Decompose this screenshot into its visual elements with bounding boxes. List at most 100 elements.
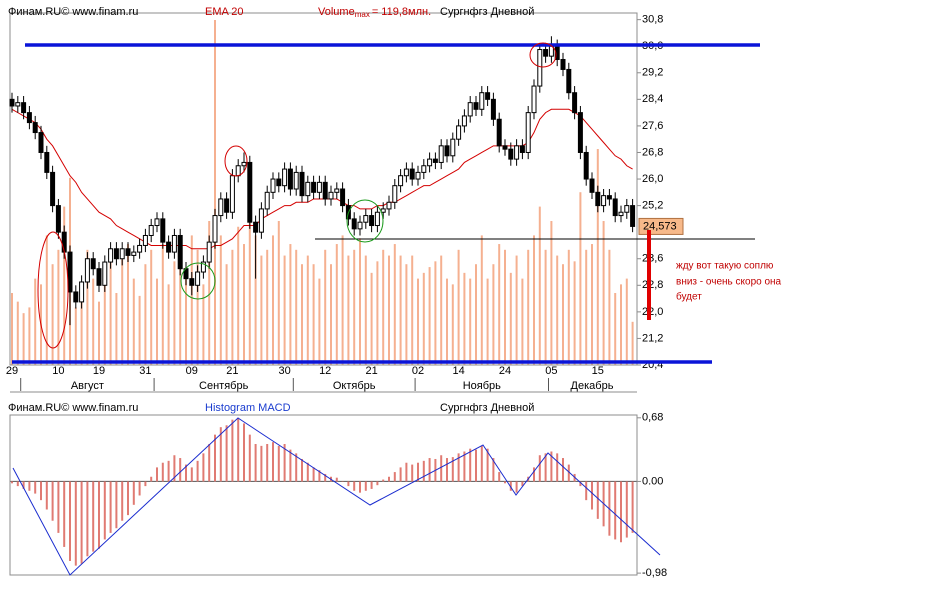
candle-body <box>177 234 183 270</box>
candle-body <box>276 178 282 187</box>
candle-body <box>432 158 438 163</box>
candle-body <box>351 218 357 230</box>
y-tick-label: 21,2 <box>642 332 663 344</box>
highlight <box>224 145 248 177</box>
macd-bar <box>567 464 570 482</box>
volume-bar <box>248 206 251 365</box>
volume-bar <box>231 249 234 365</box>
annotations: жду вот такую соплю вниз - очень скоро о… <box>12 42 782 576</box>
volume-bar <box>341 235 344 365</box>
volume-bar <box>631 321 634 365</box>
candle-body <box>595 191 601 207</box>
volume-bar <box>585 249 588 365</box>
candle-body <box>490 98 496 120</box>
macd-bar <box>98 481 100 549</box>
volume-max: = 119,8млн. <box>372 6 431 18</box>
candle-body <box>270 178 276 193</box>
y-tick-label: 0.00 <box>642 475 663 487</box>
volume-bar <box>63 206 66 365</box>
volume-bar <box>614 293 617 365</box>
macd-bar <box>382 479 385 482</box>
volume-bar <box>306 255 309 365</box>
candle-body <box>113 248 119 260</box>
volume-bar <box>272 235 274 365</box>
macd-bar <box>341 481 344 482</box>
volume-bar <box>51 264 54 365</box>
macd-bar <box>370 481 373 489</box>
candle-body <box>601 195 607 207</box>
volume-bar <box>161 244 164 365</box>
candle-body <box>363 215 369 223</box>
macd-bar <box>457 453 460 482</box>
volume-bar <box>219 235 222 365</box>
volume-bar <box>190 235 193 365</box>
macd-bar <box>28 481 31 491</box>
macd-bar <box>202 453 205 482</box>
macd-bar <box>538 455 541 482</box>
y-tick-label: 22,0 <box>642 306 663 318</box>
macd-bar <box>208 444 211 482</box>
candle-body <box>61 231 67 253</box>
x-tick-label: 05 <box>545 365 557 377</box>
macd-bar <box>393 472 396 482</box>
volume-bar <box>405 264 408 365</box>
candle-body <box>415 171 421 180</box>
macd-bar <box>504 481 506 484</box>
volume-name: Volume <box>318 6 355 18</box>
macd-bar <box>34 481 37 494</box>
macd-bar <box>509 481 512 491</box>
candle-body <box>334 188 340 193</box>
candle-body <box>148 225 154 236</box>
volume-bar <box>370 272 373 365</box>
macd-bar <box>533 467 535 482</box>
volume-bar <box>243 244 245 365</box>
macd-bar <box>214 434 216 482</box>
highlight <box>37 231 69 349</box>
macd-bar <box>405 462 408 482</box>
candle-body <box>485 92 491 100</box>
volume-bar <box>382 249 385 365</box>
volume-bar <box>185 267 187 365</box>
candle-body <box>427 158 433 167</box>
volume-bar <box>509 272 512 365</box>
macd-bar <box>498 472 501 482</box>
volume-bar <box>620 284 622 365</box>
candle-body <box>316 181 322 193</box>
candle-body <box>131 251 137 256</box>
layer: 30,830,029,228,427,626,826,025,223,622,8… <box>6 14 684 579</box>
macd-bar <box>63 481 66 547</box>
candle-body <box>137 244 143 253</box>
candle-body <box>456 125 462 140</box>
volume-bar <box>475 264 477 365</box>
source: Финам.RU© www.finam.ru <box>8 6 138 18</box>
candle-body <box>508 148 514 160</box>
macd-bar <box>277 445 280 482</box>
volume-bar <box>393 244 396 365</box>
volume-bar <box>144 264 147 365</box>
x-tick-label: 19 <box>93 365 105 377</box>
macd-bar <box>109 481 112 533</box>
volume-bar <box>591 244 593 365</box>
macd-bar <box>451 457 454 482</box>
volume-bar <box>376 261 379 365</box>
volume-bar <box>150 249 153 365</box>
volume-bar <box>498 244 501 365</box>
candle-body <box>79 281 85 303</box>
x-tick-label: 30 <box>278 365 290 377</box>
macd-bar <box>515 481 518 493</box>
macd-bar <box>190 467 193 482</box>
candle-body <box>189 278 195 286</box>
volume-bar <box>440 255 443 365</box>
macd-bar <box>144 481 147 487</box>
volume-bar <box>538 206 541 365</box>
volume-bar <box>138 295 141 365</box>
volume-bar <box>202 284 205 365</box>
macd-bar <box>295 453 298 482</box>
x-tick-label: 10 <box>52 365 64 377</box>
volume-bar <box>399 255 402 365</box>
volume-bar <box>318 278 321 365</box>
volume-bar <box>109 249 112 365</box>
volume-bar <box>602 221 605 365</box>
candle-body <box>357 221 363 230</box>
macd-bar <box>591 481 593 510</box>
